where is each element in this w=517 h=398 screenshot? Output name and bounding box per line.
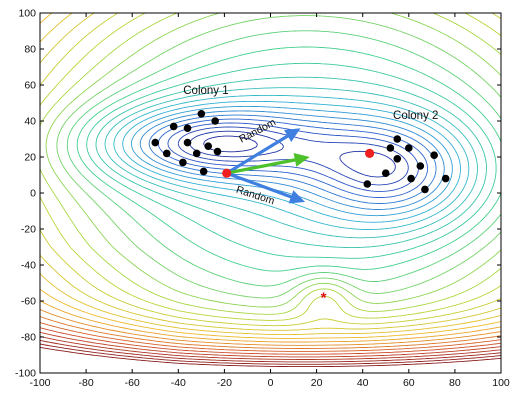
contour-level bbox=[40, 331, 501, 358]
x-tick-label: 20 bbox=[311, 377, 323, 389]
search-arrow-3-head bbox=[288, 190, 306, 204]
contour-level bbox=[40, 13, 501, 315]
y-tick-label: 20 bbox=[24, 152, 36, 164]
colony1-ant-point bbox=[192, 149, 201, 158]
colony-label: Colony 2 bbox=[393, 110, 438, 122]
x-tick-label: -20 bbox=[217, 377, 232, 389]
colony1-ant-point bbox=[213, 147, 222, 156]
contour-level bbox=[86, 62, 497, 259]
colony-label: Colony 1 bbox=[183, 85, 228, 97]
x-tick-label: 100 bbox=[492, 377, 510, 389]
x-tick-label: -80 bbox=[79, 377, 94, 389]
contour-level bbox=[104, 87, 478, 239]
contour-level bbox=[40, 346, 501, 368]
search-arrow-2-head bbox=[293, 153, 310, 167]
contour-level bbox=[157, 118, 428, 198]
contour-level bbox=[40, 339, 501, 363]
contour-lines bbox=[40, 13, 501, 368]
global-minimum-marker: * bbox=[321, 289, 327, 306]
colony2-ant-point bbox=[407, 174, 415, 183]
contour-level bbox=[40, 316, 501, 349]
contour-level bbox=[122, 100, 461, 223]
colony2-nest-point bbox=[365, 148, 375, 158]
colony1-ant-point bbox=[179, 158, 187, 167]
colony1-ant-point bbox=[204, 142, 213, 150]
contour-level bbox=[40, 327, 501, 355]
colony2-ant-point bbox=[393, 135, 402, 143]
y-tick-label: 0 bbox=[30, 188, 36, 200]
contour-level bbox=[95, 76, 487, 249]
y-tick-label: 80 bbox=[24, 44, 36, 56]
colony1-ant-point bbox=[183, 138, 192, 147]
contour-level bbox=[45, 13, 501, 308]
x-tick-label: -100 bbox=[29, 377, 50, 389]
colony2-ant-point bbox=[430, 151, 438, 159]
contour-level bbox=[139, 110, 445, 210]
colony1-ant-point bbox=[183, 124, 192, 132]
x-tick-label: 80 bbox=[449, 377, 461, 389]
colony2-ant-point bbox=[393, 155, 402, 163]
x-tick-label: -40 bbox=[171, 377, 186, 389]
y-tick-label: -20 bbox=[21, 224, 36, 236]
contour-level bbox=[40, 13, 501, 331]
colony1-ant-point bbox=[199, 167, 208, 176]
axes: -100 -80 -60 -40 -20 0 20 40 60 80 100 100 80 60 40 20 0… bbox=[15, 8, 510, 390]
colony2-ant-point bbox=[441, 174, 450, 183]
y-tick-label: -80 bbox=[21, 332, 36, 344]
contour-level bbox=[76, 46, 501, 272]
contour-level bbox=[203, 135, 258, 153]
x-tick-label: 60 bbox=[403, 377, 415, 389]
contour-level bbox=[113, 94, 470, 230]
y-tick-label: -100 bbox=[15, 368, 36, 380]
colony2-ant-point bbox=[421, 185, 429, 194]
y-tick-label: 100 bbox=[18, 8, 36, 20]
contour-level bbox=[40, 300, 501, 343]
contour-level bbox=[40, 309, 501, 346]
colony1-ant-point bbox=[151, 138, 160, 147]
colony2-ant-point bbox=[363, 180, 372, 188]
search-arrow-2-shaft bbox=[225, 158, 297, 175]
y-tick-label: -60 bbox=[21, 296, 36, 308]
search-arrow-3-shaft bbox=[225, 171, 293, 199]
colony1-nest-point bbox=[222, 168, 232, 178]
colony2-ant-point bbox=[416, 162, 425, 170]
x-tick-label: 0 bbox=[268, 377, 274, 389]
x-tick-label: 40 bbox=[357, 377, 369, 389]
contour-level bbox=[40, 336, 501, 360]
x-tick-label: -60 bbox=[125, 377, 140, 389]
contour-level bbox=[56, 15, 501, 299]
y-tick-label: -40 bbox=[21, 260, 36, 272]
colony1-ant-point bbox=[169, 122, 178, 131]
colony2-ant-point bbox=[386, 144, 395, 152]
colony1-ant-point bbox=[211, 117, 219, 125]
contour-level bbox=[40, 13, 501, 336]
contour-level bbox=[66, 30, 501, 287]
colony2-ant-point bbox=[405, 144, 413, 152]
contour-level bbox=[40, 343, 501, 365]
colony1-ant-point bbox=[197, 110, 206, 118]
colony2-ant-point bbox=[381, 169, 390, 177]
search-arrow-1-shaft bbox=[225, 134, 290, 175]
contour-level bbox=[148, 114, 437, 204]
contour-level bbox=[40, 13, 501, 321]
y-tick-label: 40 bbox=[24, 116, 36, 128]
contour-level bbox=[40, 322, 501, 352]
y-tick-label: 60 bbox=[24, 80, 36, 92]
search-arrow-1-head bbox=[284, 128, 301, 142]
colony1-ant-point bbox=[162, 149, 171, 158]
